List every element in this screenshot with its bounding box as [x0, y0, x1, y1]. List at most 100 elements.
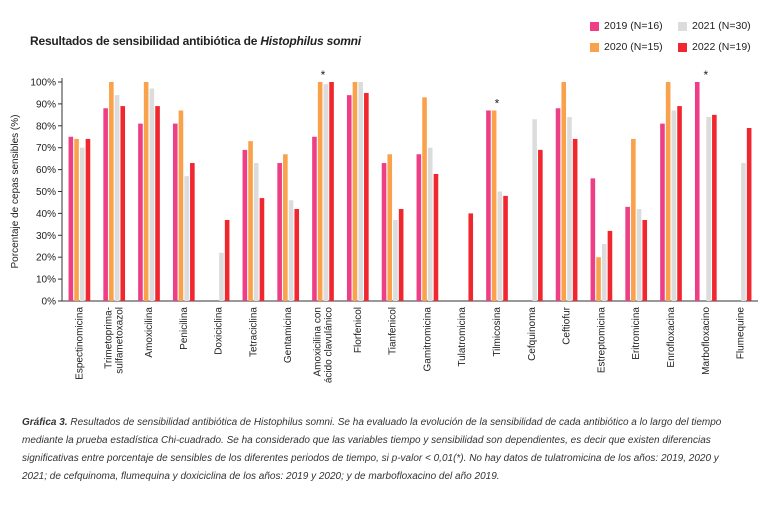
bar: [433, 173, 439, 301]
legend-swatch-2020: [590, 42, 599, 52]
bar: [283, 154, 288, 301]
y-tick-label: 0%: [42, 297, 57, 308]
bar: [398, 209, 404, 301]
y-tick-label: 50%: [36, 187, 56, 198]
svg-text:ácido clavulánico: ácido clavulánico: [324, 307, 335, 384]
bar: [642, 219, 648, 301]
x-tick-label: Estreptomicina: [596, 307, 607, 374]
svg-text:Flumequine: Flumequine: [736, 307, 747, 360]
bar: [79, 147, 85, 301]
bar: [706, 117, 711, 301]
svg-text:Amoxicilina con: Amoxicilina con: [313, 307, 324, 376]
caption-label: Gráfica 3.: [22, 417, 68, 428]
x-tick-label: Cefquinoma: [527, 307, 538, 361]
bar: [677, 106, 682, 301]
x-tick-label: Florfenicol: [353, 307, 364, 353]
bar: [253, 163, 259, 301]
svg-text:Tilmicosina: Tilmicosina: [492, 307, 503, 357]
bar: [68, 136, 74, 301]
bar: [567, 117, 572, 301]
svg-text:Tetraciclina: Tetraciclina: [248, 307, 259, 357]
x-tick-label: Enrofloxacina: [666, 307, 677, 368]
significance-marker: *: [495, 96, 500, 110]
y-tick-label: 10%: [36, 275, 56, 286]
bar: [532, 119, 537, 301]
y-tick-label: 100%: [30, 78, 56, 89]
x-tick-label: Amoxicilina: [144, 307, 155, 358]
bar: [607, 230, 613, 301]
bar: [694, 82, 700, 301]
bar: [555, 108, 561, 301]
y-tick-label: 60%: [36, 165, 56, 176]
bar: [120, 106, 126, 301]
bar: [572, 138, 578, 301]
bar: [224, 219, 230, 301]
bar: [416, 154, 422, 301]
bar: [85, 138, 91, 301]
bar: [184, 176, 189, 301]
legend-swatch-2022: [678, 42, 687, 52]
x-tick-label: Amoxicilina con ácido clavulánico: [313, 307, 335, 384]
svg-text:Espectinomicina: Espectinomicina: [74, 307, 85, 380]
x-tick-label: Flumequine: [736, 307, 747, 360]
y-tick-label: 30%: [36, 231, 56, 242]
bar: [422, 97, 427, 301]
x-tick-label: Tilmicosina: [492, 307, 503, 357]
bar: [352, 82, 358, 301]
x-tick-label: Eritromicina: [631, 307, 642, 360]
bar: [601, 244, 607, 301]
bar: [248, 141, 253, 301]
bar: [497, 191, 503, 301]
bar: [288, 200, 294, 301]
bar: [393, 219, 398, 301]
svg-text:Marbofloxacino: Marbofloxacino: [701, 307, 712, 375]
legend-item-2019: 2019 (N=16): [590, 20, 663, 32]
bar: [741, 163, 746, 301]
x-tick-label: Tulatromicina: [457, 307, 468, 367]
legend-item-2020: 2020 (N=15): [590, 41, 663, 53]
bar: [277, 163, 282, 301]
bar: [590, 178, 596, 301]
bar: [561, 82, 567, 301]
bar: [294, 209, 300, 301]
legend-item-2022: 2022 (N=19): [678, 41, 751, 53]
svg-text:Enrofloxacina: Enrofloxacina: [666, 307, 677, 368]
svg-text:Cefquinoma: Cefquinoma: [527, 307, 538, 361]
bar: [631, 138, 636, 301]
bar: [329, 82, 334, 301]
bar: [387, 154, 393, 301]
x-tick-label: Gamitromicina: [422, 307, 433, 372]
significance-marker: *: [321, 68, 326, 82]
bar: [242, 149, 248, 301]
svg-text:sulfametoxazol: sulfametoxazol: [115, 307, 126, 374]
svg-text:Florfenicol: Florfenicol: [353, 307, 364, 353]
bar: [468, 213, 474, 301]
svg-text:Penicilina: Penicilina: [179, 307, 190, 350]
legend-swatch-2019: [590, 21, 599, 31]
significance-marker: *: [703, 68, 708, 82]
x-tick-label: Tianfenicol: [388, 307, 399, 355]
bar: [358, 82, 363, 301]
bar: [746, 127, 752, 302]
y-tick-label: 40%: [36, 209, 56, 220]
bar: [317, 82, 323, 301]
chart-legend: 2019 (N=16) 2021 (N=30) 2020 (N=15) 2022…: [590, 20, 760, 60]
svg-text:Gentamicina: Gentamicina: [283, 307, 294, 364]
x-tick-label: Penicilina: [179, 307, 190, 350]
bar: [671, 110, 677, 301]
y-tick-label: 20%: [36, 253, 56, 264]
svg-text:Doxiciclina: Doxiciclina: [214, 307, 225, 355]
bar: [190, 163, 195, 301]
bar: [665, 82, 671, 301]
caption-text: Resultados de sensibilidad antibiótica d…: [22, 417, 722, 482]
svg-text:Estreptomicina: Estreptomicina: [596, 307, 607, 374]
y-axis-label: Porcentaje de cepas sensibles (%): [10, 115, 21, 269]
x-tick-label: Trimetoprima-sulfametoxazol: [104, 307, 126, 374]
y-tick-label: 70%: [36, 143, 56, 154]
bar: [219, 252, 224, 301]
bar: [178, 110, 184, 301]
bar: [636, 209, 642, 301]
bar: [491, 110, 497, 301]
bar-chart: 0% 10% 20% 30% 40% 50% 60% 70% 80% 90% 100% Porcent…: [10, 68, 758, 384]
bar: [312, 136, 317, 301]
